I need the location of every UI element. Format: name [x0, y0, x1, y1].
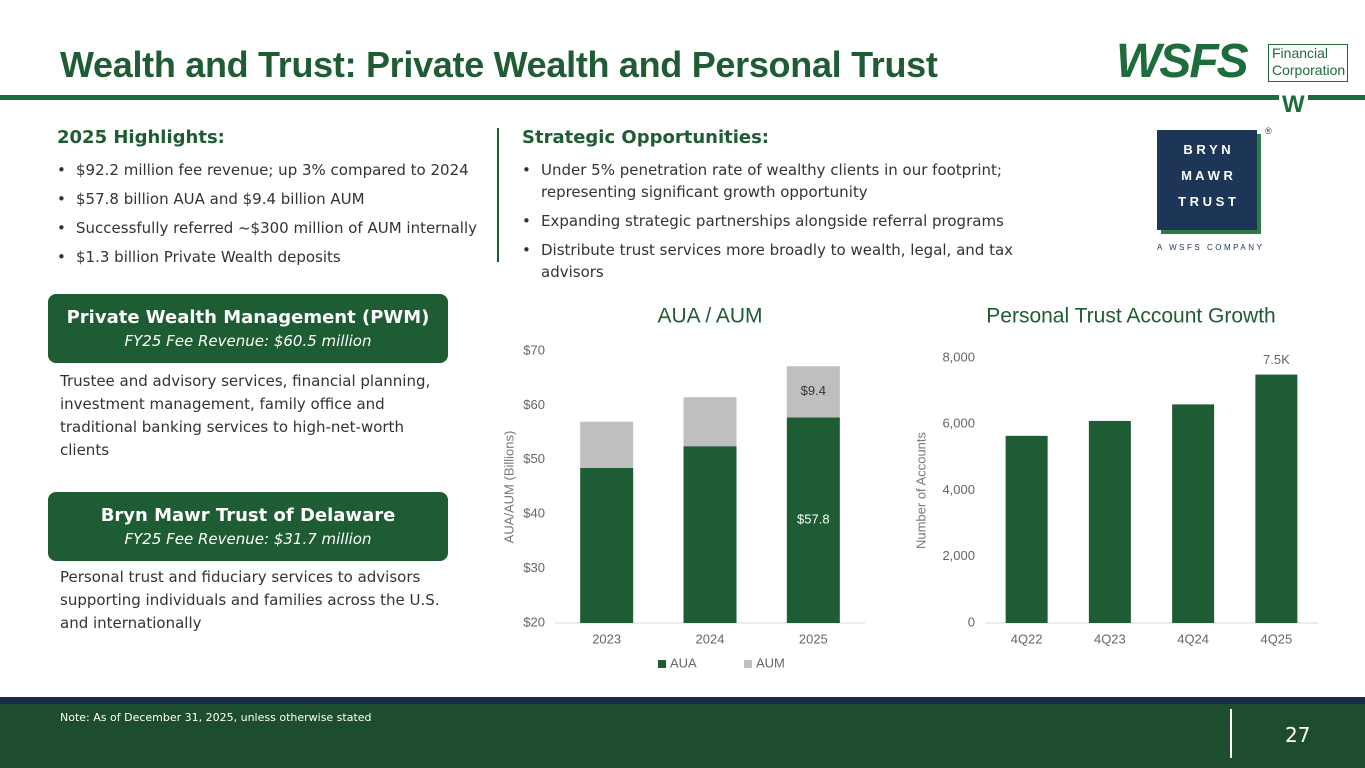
bar [1005, 435, 1048, 623]
y-tick-label: $60 [523, 397, 545, 412]
legend-label: AUA [670, 655, 697, 670]
bar [580, 467, 634, 623]
y-tick-label: 2,000 [942, 548, 975, 563]
charts: AUA / AUM AUA/AUM (Billions) $20 $30 $40 $50 $… [501, 305, 1318, 670]
bar [1255, 374, 1298, 623]
x-tick-label: 2024 [696, 631, 725, 646]
logo-line: Corporation [1272, 62, 1346, 78]
list-item: Under 5% penetration rate of wealthy cli… [522, 159, 1062, 203]
bar [580, 421, 634, 468]
pwm-description: Trustee and advisory services, financial… [60, 372, 431, 459]
footer [0, 704, 1365, 768]
box-subtitle: FY25 Fee Revenue: $60.5 million [124, 332, 372, 350]
highlights-list: $92.2 million fee revenue; up 3% compare… [57, 159, 487, 275]
legend-swatch [658, 660, 666, 668]
slide-title: Wealth and Trust: Private Wealth and Per… [60, 44, 938, 85]
footer-note: Note: As of December 31, 2025, unless ot… [60, 711, 372, 724]
list-item: Distribute trust services more broadly t… [522, 239, 1062, 283]
box-subtitle: FY25 Fee Revenue: $31.7 million [124, 530, 372, 548]
pwm-box: Private Wealth Management (PWM) FY25 Fee… [48, 294, 448, 363]
y-tick-label: $40 [523, 506, 545, 521]
footer-divider [1230, 709, 1232, 758]
list-item: $1.3 billion Private Wealth deposits [57, 246, 487, 268]
footer-stripe [0, 697, 1365, 704]
list-item: Successfully referred ~$300 million of A… [57, 217, 487, 239]
bmtd-box: Bryn Mawr Trust of Delaware FY25 Fee Rev… [48, 492, 448, 561]
value-label: $9.4 [801, 383, 826, 398]
y-tick-label: $20 [523, 614, 545, 629]
bmt-line: M A W R [1181, 168, 1233, 183]
list-item: Expanding strategic partnerships alongsi… [522, 210, 1062, 232]
section-title: Strategic Opportunities: [522, 127, 770, 148]
bar [786, 417, 840, 623]
x-tick-label: 4Q22 [1011, 631, 1043, 646]
bmt-line: B R Y N [1183, 142, 1231, 157]
bmt-tagline: A WSFS COMPANY [1157, 243, 1265, 252]
x-tick-label: 2023 [592, 631, 621, 646]
legend-label: AUM [756, 655, 785, 670]
y-tick-label: 0 [968, 614, 975, 629]
bmt-logo: B R Y N M A W R T R U S T [1157, 130, 1257, 230]
chart-title: Personal Trust Account Growth [986, 305, 1275, 328]
legend-swatch [744, 660, 752, 668]
y-tick-label: 4,000 [942, 482, 975, 497]
bar [1172, 404, 1215, 623]
y-tick-label: $70 [523, 342, 545, 357]
bar [1088, 420, 1131, 623]
registered-mark: ® [1265, 126, 1272, 136]
section-title: 2025 Highlights: [57, 127, 225, 148]
x-tick-label: 4Q25 [1260, 631, 1292, 646]
list-item: $92.2 million fee revenue; up 3% compare… [57, 159, 487, 181]
strategic-list: Under 5% penetration rate of wealthy cli… [522, 159, 1062, 290]
y-axis-label: AUA/AUM (Billions) [501, 431, 516, 544]
bar [683, 446, 737, 623]
y-tick-label: $50 [523, 451, 545, 466]
bar [683, 397, 737, 447]
page-number: 27 [1285, 723, 1311, 747]
y-tick-label: 8,000 [942, 349, 975, 364]
chart-title: AUA / AUM [657, 305, 762, 328]
logo-text: Financial Corporation [1268, 44, 1348, 82]
value-label: $57.8 [797, 512, 830, 527]
logo-mark: WSFS [1116, 35, 1249, 88]
divider [497, 128, 499, 262]
bar [786, 366, 840, 418]
y-axis-label: Number of Accounts [913, 431, 928, 549]
y-tick-label: $30 [523, 560, 545, 575]
y-tick-label: 6,000 [942, 416, 975, 431]
logo-sub: W [1279, 93, 1308, 117]
box-title: Bryn Mawr Trust of Delaware [100, 505, 396, 526]
value-label: 7.5K [1263, 352, 1290, 367]
box-title: Private Wealth Management (PWM) [66, 307, 430, 328]
title-rule [0, 95, 1365, 100]
logo-line: Financial [1272, 45, 1329, 61]
x-tick-label: 4Q24 [1177, 631, 1209, 646]
bmt-line: T R U S T [1178, 194, 1236, 209]
list-item: $57.8 billion AUA and $9.4 billion AUM [57, 188, 487, 210]
bmtd-description: Personal trust and fiduciary services to… [60, 568, 440, 632]
x-tick-label: 4Q23 [1094, 631, 1126, 646]
x-tick-label: 2025 [799, 631, 828, 646]
